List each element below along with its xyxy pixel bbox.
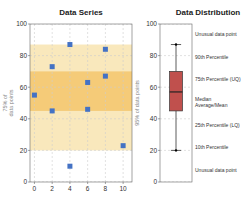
legend-text: 75th Percentile (UQ)	[195, 77, 241, 83]
whisker-cap	[171, 150, 181, 151]
tick-label: 10	[120, 185, 128, 192]
annotation-group: 95% of data points	[134, 80, 140, 126]
point	[67, 42, 72, 47]
text-line: 95% of data points	[134, 80, 140, 126]
tick	[28, 150, 30, 151]
grid-line	[87, 24, 88, 182]
point	[85, 80, 90, 85]
tick	[28, 87, 30, 88]
box	[170, 71, 183, 111]
tick	[158, 24, 160, 25]
point	[103, 47, 108, 52]
point	[50, 108, 55, 113]
chart: 0 20 40 60 80 100 0 2 4 6 8 10 Data Series 75% ofdata…	[0, 0, 249, 202]
tick	[28, 55, 30, 56]
text-line: 90th Percentile	[195, 54, 229, 60]
outlier-dot	[175, 43, 177, 45]
tick-label: 0	[33, 185, 37, 192]
outlier-dot	[175, 149, 177, 151]
legend-text: MedianAverage/Mean	[195, 96, 228, 108]
tick	[87, 182, 88, 184]
tick	[158, 150, 160, 151]
tick	[28, 182, 30, 183]
tick	[28, 118, 30, 119]
plot-frame	[160, 24, 192, 182]
text-line: 25th Percentile (LQ)	[195, 122, 240, 128]
tick-label: 2	[50, 185, 54, 192]
tick	[28, 24, 30, 25]
text-line: Unusual data point	[195, 32, 237, 38]
grid-line	[30, 150, 132, 151]
point	[50, 64, 55, 69]
tick-label: 60	[20, 84, 28, 91]
tick	[158, 118, 160, 119]
tick	[123, 182, 124, 184]
whisker	[176, 111, 177, 150]
grid-line	[160, 150, 192, 151]
tick-label: 100	[146, 20, 157, 27]
text-line: data points	[8, 89, 14, 116]
annotation-group: 75% ofdata points	[2, 89, 14, 116]
grid-line	[30, 55, 132, 56]
point	[67, 164, 72, 169]
median	[170, 91, 183, 92]
grid-line	[30, 87, 132, 88]
title: Data Distribution	[176, 8, 241, 17]
tick-label: 80	[150, 52, 158, 59]
grid-line	[52, 24, 53, 182]
legend-text: 90th Percentile	[195, 54, 229, 60]
tick-label: 60	[150, 84, 158, 91]
point	[32, 93, 37, 98]
title: Data Series	[59, 8, 103, 17]
text-line: 75th Percentile (UQ)	[195, 77, 241, 83]
band	[30, 45, 132, 151]
legend-text: 10th Percentile	[195, 144, 229, 150]
tick-label: 0	[153, 178, 157, 185]
text-line: Average/Mean	[195, 102, 228, 108]
text-line: 10th Percentile	[195, 144, 229, 150]
grid-line	[69, 24, 70, 182]
scatter-plot	[30, 24, 132, 182]
tick-label: 40	[150, 115, 158, 122]
tick-label: 40	[20, 115, 28, 122]
tick	[52, 182, 53, 184]
tick-label: 20	[20, 147, 28, 154]
point	[121, 143, 126, 148]
legend-text: 25th Percentile (LQ)	[195, 122, 240, 128]
tick	[158, 55, 160, 56]
tick-label: 6	[86, 185, 90, 192]
tick	[34, 182, 35, 184]
whisker	[176, 45, 177, 72]
tick-label: 20	[150, 147, 158, 154]
plot-frame	[30, 24, 132, 182]
tick-label: 4	[68, 185, 72, 192]
annotation: 95% of data points	[134, 80, 140, 126]
band	[30, 71, 132, 111]
tick	[69, 182, 70, 184]
grid-line	[34, 24, 35, 182]
point	[103, 74, 108, 79]
annotation: 75% ofdata points	[2, 89, 14, 116]
tick	[158, 182, 160, 183]
point	[85, 107, 90, 112]
box-plot	[160, 24, 192, 182]
tick-label: 8	[104, 185, 108, 192]
tick	[158, 87, 160, 88]
legend-text: Unusual data point	[195, 167, 237, 173]
legend-text: Unusual data point	[195, 32, 237, 38]
grid-line	[123, 24, 124, 182]
tick	[105, 182, 106, 184]
tick-label: 0	[23, 178, 27, 185]
grid-line	[30, 118, 132, 119]
tick-label: 80	[20, 52, 28, 59]
text-line: Unusual data point	[195, 167, 237, 173]
whisker-cap	[171, 44, 181, 45]
tick-label: 100	[16, 20, 27, 27]
